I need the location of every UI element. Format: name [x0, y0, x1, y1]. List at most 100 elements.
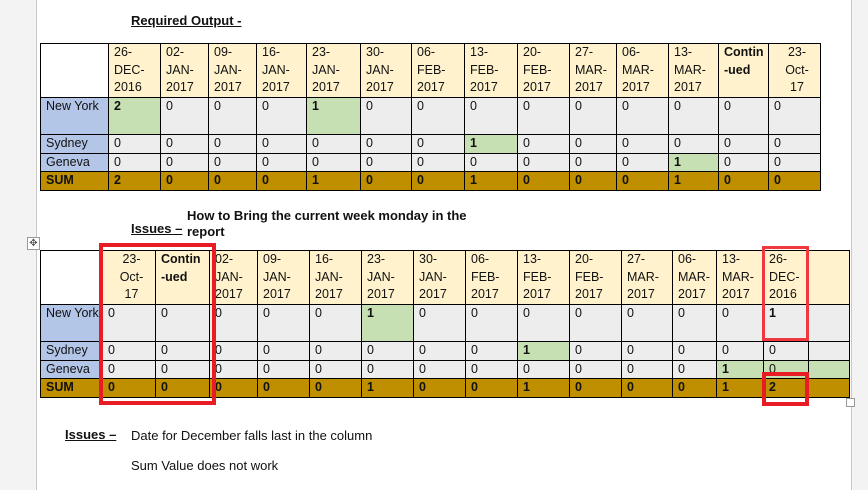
column-header: 06- MAR- 2017 [616, 43, 669, 98]
table-move-handle-icon[interactable]: ✥ [27, 237, 40, 250]
column-header: 16- JAN- 2017 [256, 43, 307, 98]
data-cell: 0 [413, 304, 466, 342]
data-cell: 0 [464, 97, 518, 135]
data-cell: 0 [411, 97, 465, 135]
corner-cell [40, 43, 109, 98]
data-cell: 0 [257, 359, 310, 379]
table-row-sum: SUM 2 0 0 0 1 0 0 1 0 0 0 1 0 0 [40, 171, 821, 191]
sum-cell: 0 [517, 171, 570, 191]
sum-cell: 0 [209, 378, 258, 398]
data-cell [808, 304, 850, 342]
column-header: 23- Oct- 17 [768, 43, 821, 98]
data-cell: 0 [411, 152, 465, 172]
data-cell: 0 [517, 359, 570, 379]
sum-cell: 0 [616, 171, 669, 191]
table-row-sum: SUM 0 0 0 0 0 1 0 0 1 0 0 0 1 2 [40, 378, 850, 398]
column-header: 13- MAR- 2017 [716, 250, 764, 305]
corner-cell [40, 250, 103, 305]
sum-cell: 0 [768, 171, 821, 191]
sum-cell: 0 [411, 171, 465, 191]
sum-cell: 0 [256, 171, 307, 191]
column-header: 13- FEB- 2017 [464, 43, 518, 98]
issues-label-bottom: Issues – [65, 427, 117, 442]
data-cell: 1 [306, 97, 361, 135]
table-row-geneva: Geneva 0 0 0 0 0 0 0 0 0 0 0 0 1 0 [40, 359, 850, 379]
data-cell: 0 [102, 304, 156, 342]
sum-cell: 1 [668, 171, 719, 191]
data-cell: 0 [616, 97, 669, 135]
row-label: SUM [40, 171, 109, 191]
data-cell: 0 [160, 134, 209, 154]
data-cell: 1 [716, 359, 764, 379]
sum-cell: 0 [672, 378, 717, 398]
data-cell: 0 [361, 341, 414, 361]
data-cell: 0 [155, 359, 210, 379]
column-header: 26- DEC- 2016 [108, 43, 161, 98]
data-cell: 0 [464, 152, 518, 172]
data-cell: 0 [155, 304, 210, 342]
column-header: 27- MAR- 2017 [621, 250, 673, 305]
data-cell: 0 [306, 134, 361, 154]
data-cell: 0 [309, 359, 362, 379]
data-cell: 0 [309, 304, 362, 342]
column-header: 26- DEC- 2016 [763, 250, 809, 305]
column-header: 30- JAN- 2017 [413, 250, 466, 305]
column-header: 02- JAN- 2017 [209, 250, 258, 305]
data-cell: 0 [569, 304, 622, 342]
issues-question: How to Bring the current week monday in … [187, 208, 467, 239]
table-resize-handle[interactable] [846, 398, 855, 407]
data-cell: 0 [256, 97, 307, 135]
row-label: New York [40, 304, 103, 342]
data-cell: 0 [465, 359, 518, 379]
data-cell: 0 [208, 152, 257, 172]
sum-cell: 0 [569, 378, 622, 398]
column-header: 23- JAN- 2017 [361, 250, 414, 305]
sum-cell: 0 [208, 171, 257, 191]
row-label: Geneva [40, 152, 109, 172]
issues-label: Issues – [131, 221, 183, 236]
data-cell: 0 [621, 341, 673, 361]
sum-cell: 0 [621, 378, 673, 398]
data-cell: 0 [257, 304, 310, 342]
data-cell: 1 [517, 341, 570, 361]
data-cell: 0 [672, 304, 717, 342]
data-cell: 0 [668, 97, 719, 135]
data-cell: 0 [517, 152, 570, 172]
data-cell: 0 [306, 152, 361, 172]
column-header: 23- Oct- 17 [102, 250, 156, 305]
table-header-row: 23- Oct- 17 Contin -ued 02- JAN- 2017 09- JAN-… [40, 250, 850, 305]
required-output-table: 26- DEC- 2016 02- JAN- 2017 09- JAN- 2017 16- J… [40, 43, 821, 191]
data-cell: 0 [413, 341, 466, 361]
data-cell: 1 [668, 152, 719, 172]
sum-cell: 1 [464, 171, 518, 191]
column-header: 23- JAN- 2017 [306, 43, 361, 98]
data-cell: 0 [569, 359, 622, 379]
sum-cell: 2 [108, 171, 161, 191]
column-header: 13- MAR- 2017 [668, 43, 719, 98]
data-cell: 0 [360, 134, 412, 154]
data-cell: 1 [361, 304, 414, 342]
sum-cell: 0 [569, 171, 617, 191]
column-header: 20- FEB- 2017 [517, 43, 570, 98]
sum-cell: 1 [517, 378, 570, 398]
data-cell: 0 [616, 134, 669, 154]
column-header: 20- FEB- 2017 [569, 250, 622, 305]
annotation-box-december-column [762, 246, 809, 341]
sum-cell: 0 [155, 378, 210, 398]
data-cell: 0 [621, 304, 673, 342]
column-header: 02- JAN- 2017 [160, 43, 209, 98]
data-cell: 0 [257, 341, 310, 361]
issue-note-1: Date for December falls last in the colu… [131, 428, 373, 443]
column-header-continued: Contin -ued [718, 43, 769, 98]
sum-cell: 1 [306, 171, 361, 191]
column-header: 30- JAN- 2017 [360, 43, 412, 98]
table-row-sydney: Sydney 0 0 0 0 0 0 0 1 0 0 0 0 0 0 [40, 134, 821, 154]
data-cell: 0 [208, 97, 257, 135]
data-cell: 1 [464, 134, 518, 154]
data-cell: 0 [668, 134, 719, 154]
data-cell: 0 [209, 304, 258, 342]
data-cell: 0 [616, 152, 669, 172]
data-cell: 0 [465, 304, 518, 342]
row-label: Sydney [40, 134, 109, 154]
data-cell: 0 [160, 97, 209, 135]
